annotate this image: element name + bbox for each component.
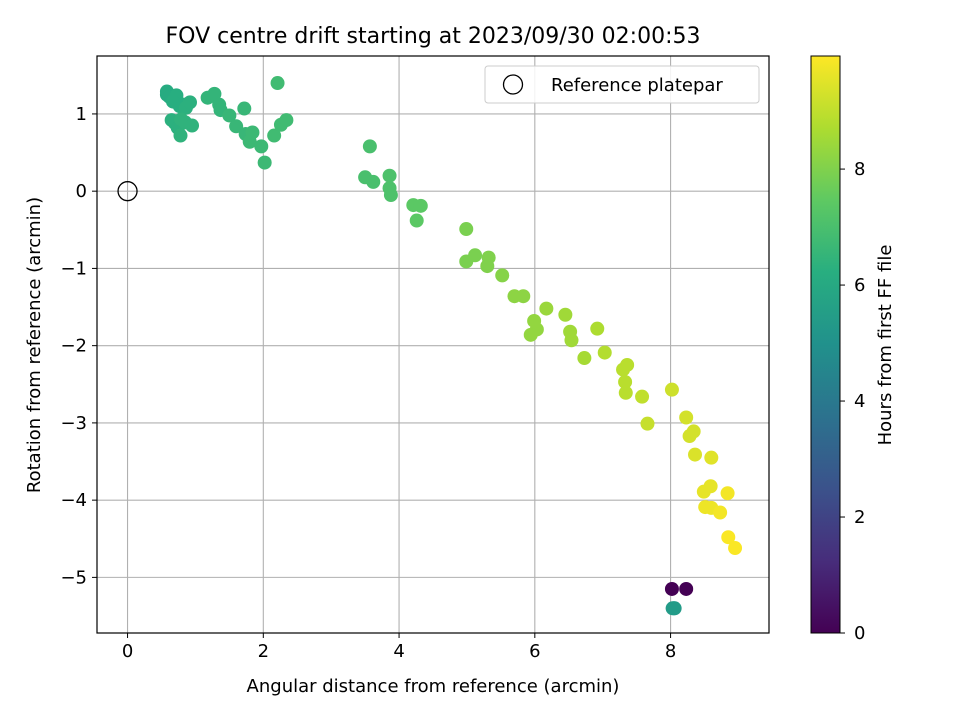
y-tick-label: −1 [60, 258, 87, 279]
data-point [721, 530, 736, 545]
data-points [159, 76, 743, 616]
y-tick-label: −3 [60, 413, 87, 434]
colorbar-ticks: 0 2 4 6 8 [840, 159, 865, 644]
data-point [182, 95, 197, 110]
data-point [688, 447, 703, 462]
x-tick-label: 0 [122, 641, 133, 662]
data-point [618, 385, 633, 400]
data-point [640, 416, 655, 431]
data-point [564, 333, 579, 348]
data-point [664, 382, 679, 397]
data-point [713, 505, 728, 520]
y-ticks: 1 0 −1 −2 −3 −4 −5 [60, 104, 97, 588]
data-point [245, 125, 260, 140]
data-point [257, 155, 272, 170]
y-axis-label: Rotation from reference (arcmin) [24, 197, 45, 493]
data-point [539, 301, 554, 316]
x-tick-label: 2 [258, 641, 269, 662]
data-point [237, 101, 252, 116]
data-point [481, 250, 496, 265]
data-point [229, 119, 244, 134]
colorbar-tick-label: 8 [854, 159, 865, 180]
data-point [577, 351, 592, 366]
chart-title: FOV centre drift starting at 2023/09/30 … [166, 24, 701, 49]
colorbar-tick-label: 0 [854, 623, 865, 644]
x-tick-label: 6 [529, 641, 540, 662]
data-point [270, 76, 285, 91]
data-point [279, 113, 294, 128]
data-point [267, 128, 282, 143]
data-point [720, 486, 735, 501]
data-point [728, 541, 743, 556]
data-point [703, 479, 718, 494]
reference-platepar-marker [117, 181, 138, 202]
colorbar-tick-label: 2 [854, 507, 865, 528]
data-point [516, 289, 531, 304]
data-point [523, 327, 538, 342]
y-tick-label: 0 [76, 181, 87, 202]
x-ticks: 0 2 4 6 8 [122, 633, 676, 662]
data-point [620, 357, 635, 372]
y-tick-label: −4 [60, 490, 87, 511]
legend: Reference platepar [484, 65, 760, 104]
data-point [382, 168, 397, 183]
x-axis-label: Angular distance from reference (arcmin) [247, 676, 620, 697]
data-point [686, 424, 701, 439]
data-point [413, 198, 428, 213]
legend-label: Reference platepar [551, 75, 723, 96]
reference-marker-layer [117, 181, 138, 202]
legend-box [484, 65, 760, 104]
y-tick-label: −2 [60, 336, 87, 357]
data-point [173, 128, 188, 143]
y-tick-label: −5 [60, 567, 87, 588]
data-point [366, 174, 381, 189]
data-point [704, 450, 719, 465]
data-point [495, 268, 510, 283]
data-point [618, 374, 633, 389]
x-tick-label: 4 [393, 641, 404, 662]
data-point [635, 389, 650, 404]
data-point [254, 139, 269, 154]
colorbar-gradient [810, 55, 841, 634]
data-point [664, 581, 679, 596]
data-point [383, 188, 398, 203]
data-point [468, 248, 483, 263]
data-point [409, 213, 424, 228]
data-point [667, 601, 682, 616]
legend-marker-open-circle [502, 74, 524, 95]
data-point [459, 222, 474, 237]
colorbar-tick-label: 6 [854, 275, 865, 296]
data-point [185, 118, 200, 133]
data-point [590, 321, 605, 336]
x-tick-label: 8 [665, 641, 676, 662]
data-point [558, 307, 573, 322]
data-point [597, 345, 612, 360]
data-point [207, 86, 222, 101]
y-tick-label: 1 [76, 104, 87, 125]
colorbar-tick-label: 4 [854, 391, 865, 412]
data-point [222, 108, 237, 123]
data-point [679, 410, 694, 425]
data-point [362, 139, 377, 154]
data-point [679, 581, 694, 596]
plot-frame [96, 55, 770, 634]
colorbar-label: Hours from first FF file [875, 245, 896, 446]
grid [97, 56, 769, 633]
colorbar: 0 2 4 6 8 Hours from first FF file [810, 55, 896, 644]
